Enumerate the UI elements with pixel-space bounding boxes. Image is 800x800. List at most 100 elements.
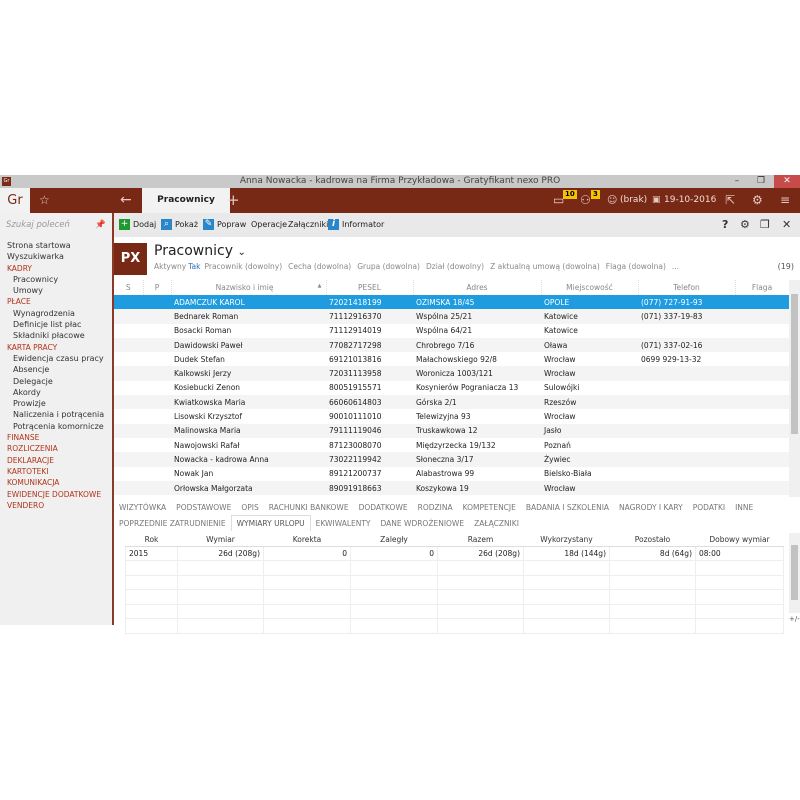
column-header[interactable]: Adres	[413, 280, 542, 295]
back-arrow-icon[interactable]: ←	[120, 192, 132, 208]
column-header[interactable]: P	[143, 280, 172, 295]
messages-icon[interactable]: ▭	[553, 193, 565, 207]
column-header[interactable]: S	[114, 280, 144, 295]
scroll-thumb[interactable]	[791, 294, 798, 434]
column-header[interactable]: Rok	[125, 533, 178, 547]
current-user[interactable]: (brak)	[620, 195, 648, 205]
restore-icon[interactable]: ❐	[760, 218, 770, 231]
sidebar-item[interactable]: Składniki płacowe	[13, 331, 85, 341]
column-header[interactable]: Zaległy	[350, 533, 438, 547]
table-row[interactable]: Lisowski Krzysztof 90010111010 Telewizyjna…	[114, 409, 789, 423]
table-row[interactable]: Nowak Jan 89121200737 Alabastrowa 99 Bielsk…	[114, 467, 789, 481]
add-button[interactable]: + Dodaj	[119, 219, 156, 231]
detail-tab[interactable]: POPRZEDNIE ZATRUDNIENIE	[119, 519, 226, 528]
sidebar-item[interactable]: Naliczenia i potrącenia	[13, 410, 105, 420]
column-header[interactable]: Nazwisko i imię ▲	[171, 280, 327, 295]
help-button[interactable]: ?	[722, 218, 729, 231]
detail-tab[interactable]: INNE	[735, 503, 754, 512]
column-header[interactable]: Pozostało	[609, 533, 696, 547]
column-header[interactable]: Telefon	[638, 280, 736, 295]
maximize-button[interactable]: ❐	[756, 176, 766, 186]
table-row[interactable]: Kalkowski Jerzy 72031113958 Woronicza 1003…	[114, 366, 789, 381]
detail-tab[interactable]: WYMIARY URLOPU	[230, 515, 311, 531]
minimize-button[interactable]: –	[734, 176, 740, 186]
sidebar-item[interactable]: Strona startowa	[7, 241, 71, 250]
sidebar-item[interactable]: VENDERO	[7, 500, 45, 510]
add-tab-icon[interactable]: +	[227, 191, 240, 209]
column-header[interactable]: Razem	[437, 533, 524, 547]
detail-tab[interactable]: ZAŁĄCZNIKI	[474, 519, 519, 528]
column-header[interactable]: Wykorzystany	[523, 533, 610, 547]
detail-tab[interactable]: BADANIA I SZKOLENIA	[525, 503, 610, 512]
table-row[interactable]: Malinowska Maria 79111119046 Truskawkowa 1…	[114, 423, 789, 438]
table-row[interactable]: 2015 26d (208g) 0 0 26d (208g) 18d (144g) 8d (…	[125, 545, 784, 561]
sidebar-item[interactable]: Definicje list płac	[13, 320, 82, 330]
detail-tab[interactable]: PODATKI	[692, 503, 726, 512]
filter-chip[interactable]: Dział (dowolny)	[425, 262, 485, 271]
table-row[interactable]: Nowacka - kadrowa Anna 73022119942 Słonecz…	[114, 452, 789, 467]
sidebar-item[interactable]: Prowizje	[13, 399, 46, 409]
table-row[interactable]: Bosacki Roman 71112914019 Wspólna 64/21 Kat…	[114, 324, 789, 338]
users-icon[interactable]: ⚇	[580, 193, 591, 207]
operations-button[interactable]: Operacje	[251, 220, 288, 229]
table-row[interactable]	[125, 589, 784, 605]
gear-icon[interactable]: ⚙	[752, 193, 763, 207]
detail-tab[interactable]: EKWIWALENTY	[315, 519, 371, 528]
filter-chip[interactable]: Cecha (dowolna)	[288, 262, 352, 271]
star-icon[interactable]: ☆	[39, 193, 50, 207]
sidebar-item[interactable]: Absencje	[13, 365, 50, 375]
detail-tab[interactable]: DODATKOWE	[358, 503, 408, 512]
table-row[interactable]: Orłowska Małgorzata 89091918663 Koszykowa …	[114, 480, 789, 496]
sidebar-item[interactable]: Potrącenia komornicze	[13, 421, 104, 431]
column-header[interactable]: Wymiar	[177, 533, 264, 547]
detail-tab[interactable]: DANE WDROŻENIOWE	[380, 519, 465, 528]
sidebar-item[interactable]: Pracownicy	[13, 274, 59, 284]
pin-icon[interactable]: 📌	[95, 220, 106, 230]
filter-chip[interactable]: Flaga (dowolna)	[605, 262, 666, 271]
table-row[interactable]: Bednarek Roman 71112916370 Wspólna 25/21 Ka…	[114, 309, 789, 324]
sidebar-item[interactable]: KOMUNIKACJA	[7, 478, 60, 488]
plus-minus-button[interactable]: +/-	[789, 615, 800, 623]
sidebar-item[interactable]: Akordy	[13, 387, 41, 397]
search-input[interactable]: Szukaj poleceń 📌	[0, 213, 112, 237]
sidebar-item[interactable]: KARTOTEKI	[7, 466, 49, 476]
table-row[interactable]: ADAMCZUK KAROL 72021418199 OZIMSKA 18/45 OP…	[114, 295, 789, 310]
current-date[interactable]: 19-10-2016	[664, 195, 717, 205]
close-window-button[interactable]: ✕	[774, 175, 800, 188]
filter-active-value[interactable]: Tak	[188, 262, 201, 271]
tab-pracownicy[interactable]: Pracownicy	[142, 188, 230, 213]
table-row[interactable]: Kosiebucki Zenon 80051915571 Kosynierów Po…	[114, 381, 789, 395]
user-icon[interactable]: ☺	[607, 195, 618, 206]
column-header[interactable]: Korekta	[263, 533, 351, 547]
filter-chip[interactable]: Pracownik (dowolny)	[204, 262, 283, 271]
table-row[interactable]	[125, 603, 784, 619]
sidebar-item[interactable]: KARTA PRACY	[7, 342, 58, 352]
chevron-down-icon[interactable]: ⌄	[237, 247, 246, 258]
table-row[interactable]	[125, 560, 784, 576]
sidebar-item[interactable]: KADRY	[7, 263, 33, 273]
sidebar-item[interactable]: EWIDENCJE DODATKOWE	[7, 489, 102, 499]
sidebar-item[interactable]: ROZLICZENIA	[7, 444, 58, 454]
detail-tab[interactable]: NAGRODY I KARY	[619, 503, 683, 512]
filter-chip[interactable]: Z aktualną umową (dowolna)	[490, 262, 600, 271]
settings-icon[interactable]: ⚙	[740, 218, 750, 231]
sidebar-item[interactable]: FINANSE	[7, 433, 40, 443]
sidebar-item[interactable]: Ewidencja czasu pracy	[13, 353, 104, 363]
sidebar-item[interactable]: Wyszukiwarka	[7, 252, 64, 262]
edit-button[interactable]: ✎ Popraw	[203, 219, 246, 231]
column-header[interactable]: Miejscowość	[541, 280, 639, 295]
filter-chip[interactable]: Grupa (dowolna)	[357, 262, 420, 271]
column-header[interactable]: Dobowy wymiar	[695, 533, 784, 547]
scroll-thumb[interactable]	[791, 545, 798, 600]
show-button[interactable]: ⌕ Pokaż	[161, 219, 198, 231]
detail-tab[interactable]: OPIS	[241, 503, 259, 512]
export-icon[interactable]: ⇱	[725, 193, 736, 207]
table-row[interactable]: Dudek Stefan 69121013816 Małachowskiego 92…	[114, 352, 789, 366]
sidebar-item[interactable]: PŁACE	[7, 297, 31, 307]
sidebar-item[interactable]: Umowy	[13, 286, 43, 296]
leave-scrollbar[interactable]	[789, 533, 800, 613]
table-row[interactable]	[125, 618, 784, 634]
detail-tab[interactable]: WIZYTÓWKA	[119, 503, 167, 512]
calendar-icon[interactable]: ▣	[652, 195, 661, 205]
table-row[interactable]: Nawojowski Rafał 87123008070 Międzyrzecka …	[114, 438, 789, 452]
